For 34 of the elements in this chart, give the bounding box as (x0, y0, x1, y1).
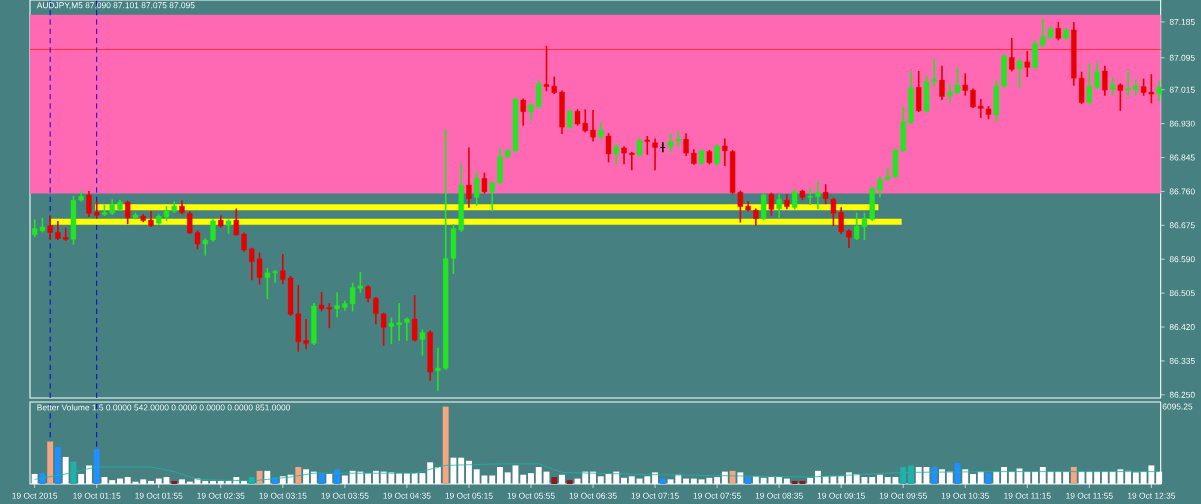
x-tick-label: 19 Oct 09:55 (879, 492, 927, 499)
x-tick-label: 19 Oct 11:15 (1004, 492, 1051, 499)
y-tick-label: 87.185 (1169, 18, 1195, 25)
y-tick-label: 86.335 (1169, 357, 1195, 364)
x-tick-label: 19 Oct 10:35 (941, 492, 989, 499)
chart-title: AUDJPY,M5 87.090 87.101 87.075 87.095 (36, 2, 195, 10)
x-tick-label: 19 Oct 07:55 (693, 492, 741, 499)
x-tick-label: 19 Oct 05:15 (445, 492, 493, 499)
chart-title: Better Volume 1.5 0.0000 542.0000 0.0000 0.0000 0.0000 851.0000 (37, 404, 291, 411)
x-tick-label: 19 Oct 08:35 (755, 492, 803, 499)
x-tick-label: 19 Oct 02:35 (197, 492, 245, 499)
y-tick-label: 86.760 (1169, 188, 1195, 195)
x-tick-label: 19 Oct 03:55 (321, 492, 369, 499)
y-tick-label: 86.675 (1169, 222, 1195, 229)
x-tick-label: 19 Oct 06:35 (569, 492, 617, 499)
x-tick-label: 19 Oct 11:55 (1066, 492, 1113, 499)
x-tick-label: 19 Oct 04:35 (383, 492, 431, 499)
y-tick-label: 86.590 (1169, 256, 1195, 263)
x-tick-label: 19 Oct 2015 (12, 492, 58, 499)
x-tick-label: 19 Oct 05:55 (507, 492, 555, 499)
x-tick-label: 19 Oct 12:35 (1127, 492, 1176, 499)
x-tick-label: 19 Oct 09:15 (817, 492, 865, 499)
y-tick-label: 86.845 (1169, 154, 1195, 161)
x-tick-label: 19 Oct 01:15 (73, 492, 121, 499)
x-tick-label: 19 Oct 03:15 (259, 492, 307, 499)
text: 6095.25 (1162, 403, 1193, 410)
x-tick-label: 19 Oct 01:55 (135, 492, 183, 499)
y-tick-label: 86.930 (1169, 120, 1195, 127)
y-tick-label: 86.250 (1169, 391, 1195, 398)
x-tick-label: 19 Oct 07:15 (631, 492, 679, 499)
y-tick-label: 87.095 (1169, 54, 1195, 61)
y-tick-label: 86.505 (1169, 290, 1195, 297)
y-tick-label: 87.015 (1169, 86, 1195, 93)
y-tick-label: 86.420 (1169, 324, 1195, 330)
